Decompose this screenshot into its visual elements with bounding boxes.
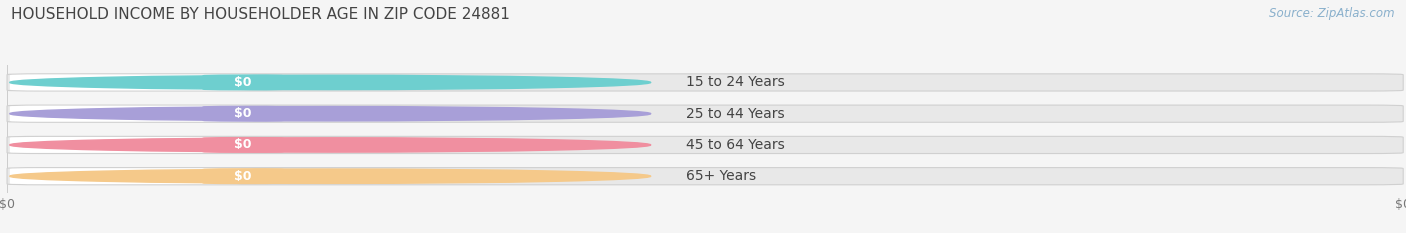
FancyBboxPatch shape: [10, 75, 254, 90]
FancyBboxPatch shape: [202, 168, 284, 184]
FancyBboxPatch shape: [202, 106, 284, 122]
Text: 15 to 24 Years: 15 to 24 Years: [686, 75, 785, 89]
FancyBboxPatch shape: [7, 74, 1403, 91]
FancyBboxPatch shape: [10, 137, 254, 153]
Text: $0: $0: [235, 76, 252, 89]
Text: $0: $0: [235, 138, 252, 151]
Text: 25 to 44 Years: 25 to 44 Years: [686, 107, 785, 121]
FancyBboxPatch shape: [202, 137, 284, 153]
Text: HOUSEHOLD INCOME BY HOUSEHOLDER AGE IN ZIP CODE 24881: HOUSEHOLD INCOME BY HOUSEHOLDER AGE IN Z…: [11, 7, 510, 22]
FancyBboxPatch shape: [7, 136, 1403, 154]
FancyBboxPatch shape: [202, 75, 284, 90]
FancyBboxPatch shape: [7, 105, 1403, 122]
FancyBboxPatch shape: [10, 168, 254, 184]
Circle shape: [10, 138, 651, 152]
Text: Source: ZipAtlas.com: Source: ZipAtlas.com: [1270, 7, 1395, 20]
Circle shape: [10, 169, 651, 183]
Text: 65+ Years: 65+ Years: [686, 169, 756, 183]
FancyBboxPatch shape: [10, 106, 254, 122]
Circle shape: [10, 75, 651, 90]
Text: $0: $0: [235, 170, 252, 183]
Circle shape: [10, 106, 651, 121]
FancyBboxPatch shape: [7, 168, 1403, 185]
Text: $0: $0: [235, 107, 252, 120]
Text: 45 to 64 Years: 45 to 64 Years: [686, 138, 785, 152]
